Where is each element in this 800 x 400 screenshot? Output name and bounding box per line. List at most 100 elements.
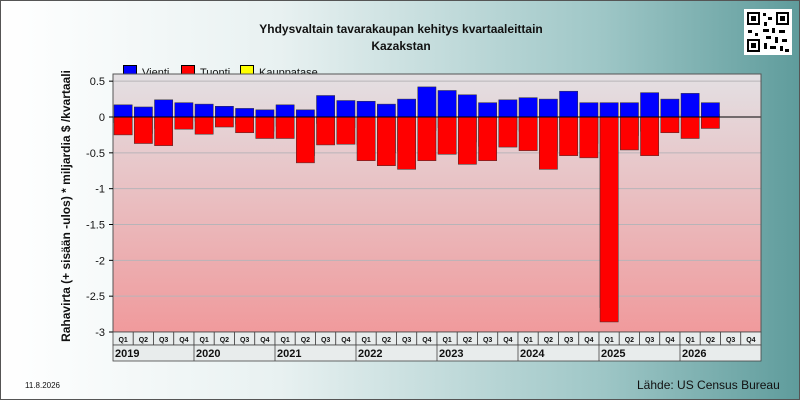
bar-tuonti (539, 116, 558, 170)
year-label: 2019 (115, 348, 139, 360)
bar-tuonti (154, 116, 173, 146)
y-tick-label: -1.5 (86, 220, 105, 232)
x-tick-label: Q2 (625, 337, 634, 344)
bar-vienti (154, 99, 173, 118)
year-label: 2025 (601, 348, 625, 360)
bar-tuonti (235, 116, 254, 134)
bar-tuonti (660, 116, 680, 134)
bar-vienti (660, 98, 680, 118)
year-label: 2023 (439, 348, 463, 360)
x-tick-label: Q1 (523, 337, 532, 344)
bar-tuonti (316, 116, 335, 146)
y-tick-label: -2.5 (86, 291, 105, 303)
bar-tuonti (215, 116, 234, 128)
bar-vienti (336, 100, 356, 118)
x-tick-label: Q2 (382, 337, 391, 344)
x-tick-label: Q2 (139, 337, 148, 344)
bar-tuonti (275, 116, 295, 139)
x-tick-label: Q4 (179, 337, 188, 344)
y-tick-label: -0.5 (86, 148, 105, 160)
x-tick-label: Q3 (645, 337, 654, 344)
bar-tuonti (417, 116, 437, 161)
bar-vienti (518, 97, 538, 118)
bar-tuonti (680, 116, 700, 139)
x-tick-label: Q1 (442, 337, 451, 344)
bar-vienti (113, 104, 133, 118)
x-tick-label: Q2 (301, 337, 310, 344)
bar-vienti (701, 102, 720, 118)
bar-vienti (377, 103, 396, 118)
bar-vienti (316, 95, 335, 118)
qr-code-icon (744, 9, 792, 55)
x-tick-label: Q3 (483, 337, 492, 344)
chart-title: Yhdysvaltain tavarakaupan kehitys kvarta… (259, 22, 543, 36)
bar-tuonti (498, 116, 518, 148)
chart-subtitle: Kazakstan (371, 39, 431, 53)
y-tick-label: -2 (95, 255, 105, 267)
x-tick-label: Q4 (584, 337, 593, 344)
bar-tuonti (174, 116, 194, 130)
bar-tuonti (134, 116, 153, 144)
y-tick-label: -1 (95, 184, 105, 196)
bar-vienti (296, 109, 315, 118)
bar-tuonti (113, 116, 133, 136)
year-label: 2021 (277, 348, 301, 360)
year-label: 2026 (682, 348, 706, 360)
x-tick-label: Q2 (220, 337, 229, 344)
y-tick-label: 0.5 (90, 76, 105, 88)
x-tick-label: Q3 (159, 337, 168, 344)
bar-tuonti (518, 116, 538, 151)
bar-tuonti (437, 116, 457, 155)
x-tick-label: Q4 (746, 337, 755, 344)
year-label: 2022 (358, 348, 382, 360)
x-tick-label: Q1 (199, 337, 208, 344)
bar-tuonti (559, 116, 578, 156)
bar-vienti (215, 106, 234, 118)
bar-tuonti (397, 116, 416, 170)
bar-vienti (539, 98, 558, 118)
x-tick-label: Q1 (685, 337, 694, 344)
x-tick-label: Q3 (321, 337, 330, 344)
y-tick-label: 0 (99, 112, 105, 124)
bar-vienti (478, 102, 497, 118)
bar-tuonti (620, 116, 639, 151)
x-tick-label: Q3 (564, 337, 573, 344)
bar-tuonti (640, 116, 659, 156)
bar-vienti (235, 108, 254, 118)
x-tick-label: Q4 (260, 337, 269, 344)
year-label: 2020 (196, 348, 220, 360)
x-tick-label: Q3 (402, 337, 411, 344)
bar-vienti (437, 90, 457, 118)
bar-vienti (680, 93, 700, 118)
bar-vienti (255, 109, 275, 118)
bar-vienti (356, 100, 376, 118)
x-tick-label: Q4 (503, 337, 512, 344)
bar-tuonti (579, 116, 599, 159)
x-tick-label: Q1 (280, 337, 289, 344)
x-tick-label: Q1 (118, 337, 127, 344)
bar-tuonti (377, 116, 396, 166)
x-tick-label: Q3 (240, 337, 249, 344)
bar-vienti (174, 102, 194, 118)
bar-vienti (559, 90, 578, 118)
bar-vienti (458, 94, 477, 118)
bar-tuonti (296, 116, 315, 164)
bar-tuonti (255, 116, 275, 139)
x-tick-label: Q4 (422, 337, 431, 344)
x-tick-label: Q2 (463, 337, 472, 344)
bar-tuonti (336, 116, 356, 145)
x-tick-label: Q2 (544, 337, 553, 344)
x-tick-label: Q1 (604, 337, 613, 344)
bar-tuonti (701, 116, 720, 129)
y-tick-label: -3 (95, 327, 105, 339)
bar-vienti (397, 98, 416, 118)
bar-vienti (417, 86, 437, 118)
bar-vienti (275, 104, 295, 118)
bar-vienti (599, 102, 619, 118)
bar-tuonti (356, 116, 376, 161)
bar-vienti (134, 106, 153, 118)
date-stamp: 11.8.2026 (25, 381, 60, 390)
x-tick-label: Q4 (341, 337, 350, 344)
